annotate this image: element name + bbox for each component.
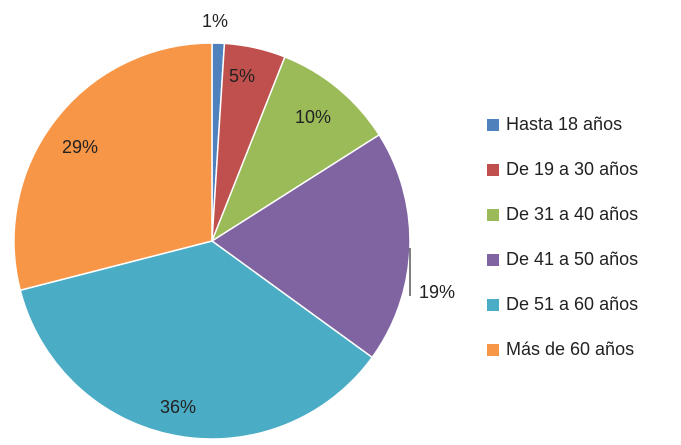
legend-label: Más de 60 años [506, 339, 634, 359]
data-label: 19% [419, 282, 455, 302]
data-label: 5% [229, 66, 255, 86]
legend-label: De 19 a 30 años [506, 159, 638, 179]
legend-label: Hasta 18 años [506, 114, 622, 134]
legend-label: De 41 a 50 años [506, 249, 638, 269]
data-label: 29% [62, 137, 98, 157]
data-label: 1% [202, 11, 228, 31]
data-label: 10% [295, 107, 331, 127]
legend-label: De 31 a 40 años [506, 204, 638, 224]
legend-swatch [487, 119, 499, 131]
legend-swatch [487, 209, 499, 221]
legend-swatch [487, 254, 499, 266]
legend-swatch [487, 299, 499, 311]
pie-slice [19, 240, 374, 440]
data-label: 36% [160, 397, 196, 417]
pie-slice [210, 55, 381, 243]
legend-swatch [487, 344, 499, 356]
pie-slice [13, 42, 213, 292]
legend-swatch [487, 164, 499, 176]
pie-slice [210, 133, 411, 359]
legend-label: De 51 a 60 años [506, 294, 638, 314]
